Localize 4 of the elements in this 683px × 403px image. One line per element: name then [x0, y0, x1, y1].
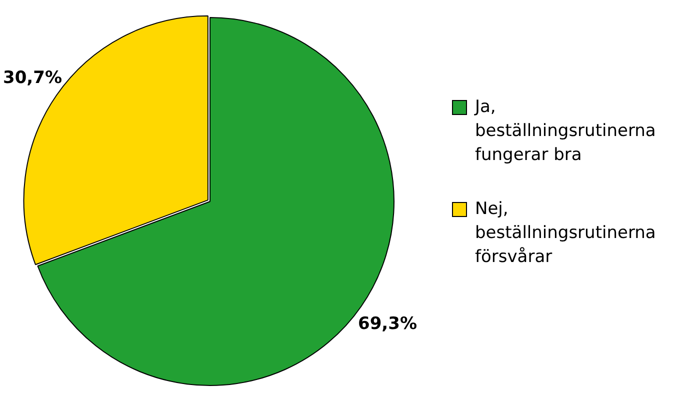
data-label: 30,7%	[3, 68, 62, 88]
legend-label: Nej, beställningsrutinerna försvårar	[475, 198, 657, 269]
data-label: 69,3%	[358, 314, 417, 334]
legend-label: Ja, beställningsrutinerna fungerar bra	[475, 96, 657, 167]
